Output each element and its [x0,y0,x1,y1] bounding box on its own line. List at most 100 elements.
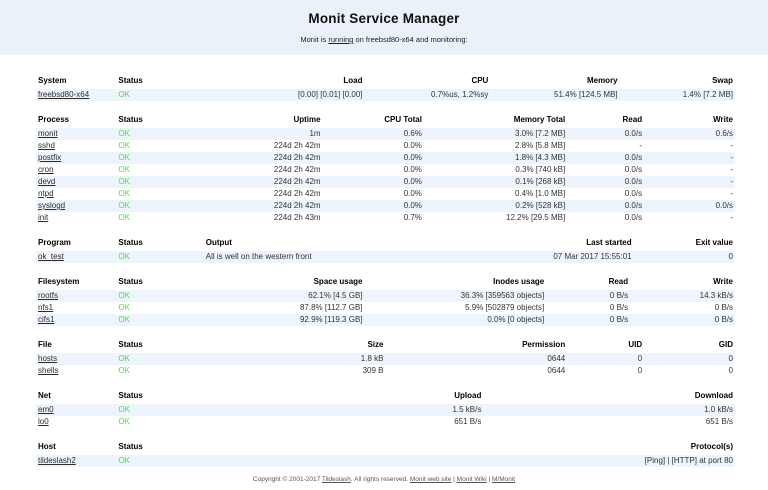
service-link[interactable]: shells [38,366,59,375]
cell-value: 0 [728,252,733,261]
status-ok-badge: OK [118,252,130,261]
table-row: cifs1 OK 92.9% [119.3 GB] 0.0% [0 objects] 0… [36,314,735,326]
column-header-permission: Permission [522,340,566,349]
monitoring-summary: Monit is running on freebsd80-x64 and mo… [0,35,768,44]
cell-value: - [730,141,733,150]
service-link[interactable]: devd [38,177,56,186]
column-header-file: File [38,340,52,349]
file-table: File Status Size Permission UID GID hosts OK 1.8… [36,338,735,377]
status-ok-badge: OK [118,153,130,162]
cell-value: 36.3% [359563 objects] [460,291,545,300]
service-link[interactable]: postfix [38,153,62,162]
cell-value: 1.4% [7.2 MB] [682,90,733,99]
filesystem-table: Filesystem Status Space usage Inodes usage R… [36,275,735,326]
cell-value: 0 [637,354,643,363]
table-row: init OK 224d 2h 43m 0.7% 12.2% [29.5 MB] 0.0/… [36,212,735,224]
column-header-upload: Upload [454,391,482,400]
column-header-gid: GID [718,340,733,349]
service-link[interactable]: monit [38,129,58,138]
column-header-write: Write [713,277,733,286]
footer-text: Copyright © 2001-2017 [252,476,322,483]
cell-value: 0.0/s [624,129,643,138]
service-link[interactable]: init [38,213,49,222]
cell-value: - [639,141,643,150]
status-ok-badge: OK [118,303,130,312]
column-header-memory-total: Memory Total [513,115,566,124]
cell-value: 0.6/s [715,129,733,138]
cell-value: 0.7%us, 1.2%sy [430,90,489,99]
column-header-host: Host [38,442,56,451]
service-link[interactable]: rootfs [38,291,59,300]
cell-value: 0.7% [403,213,422,222]
cell-value: 3.0% [7.2 MB] [514,129,566,138]
cell-value: - [730,177,733,186]
cell-value: 0.0/s [624,201,643,210]
column-header-cpu-total: CPU Total [384,115,422,124]
tables-container: System Status Load CPU Memory Swap freebsd80-x… [0,55,768,467]
status-ok-badge: OK [118,189,130,198]
cell-value: 0.0/s [715,201,733,210]
table-row: cron OK 224d 2h 42m 0.0% 0.3% [740 kB] 0.0/s - [36,164,735,176]
footer-link[interactable]: Monit Wiki [456,476,487,483]
running-status-link[interactable]: running [328,35,354,44]
service-link[interactable]: cifs1 [38,315,55,324]
cell-value: 87.8% [112.7 GB] [299,303,363,312]
table-row: tildeslash2 OK [Ping] | [HTTP] at port 80 [36,455,735,467]
cell-value: 07 Mar 2017 15:55:01 [553,252,632,261]
service-link[interactable]: cron [38,165,54,174]
cell-value: 0.0/s [624,177,643,186]
process-table: Process Status Uptime CPU Total Memory Total… [36,113,735,224]
column-header-size: Size [367,340,384,349]
service-link[interactable]: syslogd [38,201,66,210]
cell-value: 0.0% [403,177,422,186]
column-header-protocol-s-: Protocol(s) [690,442,733,451]
service-link[interactable]: ok_test [38,252,64,261]
table-row: ok_test OK All is well on the western fron… [36,251,735,263]
service-link[interactable]: ntpd [38,189,54,198]
cell-value: 1.0 kB/s [704,405,733,414]
status-ok-badge: OK [118,315,130,324]
cell-value: - [730,189,733,198]
cell-value: 0 B/s [609,315,629,324]
summary-prefix: Monit is [300,35,329,44]
footer-link[interactable]: M/Monit [491,476,516,483]
footer-text: . All rights reserved. [350,476,410,483]
table-row: shells OK 309 B 0644 0 0 [36,365,735,377]
cell-value: 14.3 kB/s [699,291,733,300]
service-link[interactable]: freebsd80-x64 [38,90,90,99]
cell-value: 224d 2h 43m [273,213,321,222]
system-header-row: System Status Load CPU Memory Swap [36,74,735,89]
table-row: monit OK 1m 0.6% 3.0% [7.2 MB] 0.0/s 0.6/s [36,128,735,140]
cell-value: 0 B/s [714,315,733,324]
column-header-swap: Swap [712,76,733,85]
status-ok-badge: OK [118,291,130,300]
service-link[interactable]: sshd [38,141,55,150]
column-header-status: Status [118,442,143,451]
file-header-row: File Status Size Permission UID GID [36,338,735,353]
service-link[interactable]: nfs1 [38,303,54,312]
service-link[interactable]: em0 [38,405,54,414]
table-row: rootfs OK 62.1% [4.5 GB] 36.3% [359563 obje… [36,290,735,302]
host-header-row: Host Status Protocol(s) [36,440,735,455]
column-header-status: Status [118,115,143,124]
page-title: Monit Service Manager [308,11,460,26]
column-header-read: Read [608,277,629,286]
table-row: syslogd OK 224d 2h 42m 0.0% 0.2% [528 kB] 0.0… [36,200,735,212]
footer-link[interactable]: Tildeslash [321,476,351,483]
cell-value: 309 B [362,366,384,375]
column-header-last-started: Last started [586,238,632,247]
footer-link[interactable]: Monit web site [409,476,452,483]
table-row: devd OK 224d 2h 42m 0.0% 0.1% [268 kB] 0.0/s - [36,176,735,188]
status-ok-badge: OK [118,417,130,426]
cell-value: 0.0% [403,141,422,150]
service-link[interactable]: hosts [38,354,58,363]
service-link[interactable]: tildeslash2 [38,456,76,465]
service-link[interactable]: lo0 [38,417,49,426]
process-header-row: Process Status Uptime CPU Total Memory Total… [36,113,735,128]
cell-value: - [730,153,733,162]
cell-value: 0 [728,366,733,375]
cell-value: 651 B/s [454,417,482,426]
status-ok-badge: OK [118,165,130,174]
column-header-filesystem: Filesystem [38,277,80,286]
cell-value: 0.0% [403,189,422,198]
